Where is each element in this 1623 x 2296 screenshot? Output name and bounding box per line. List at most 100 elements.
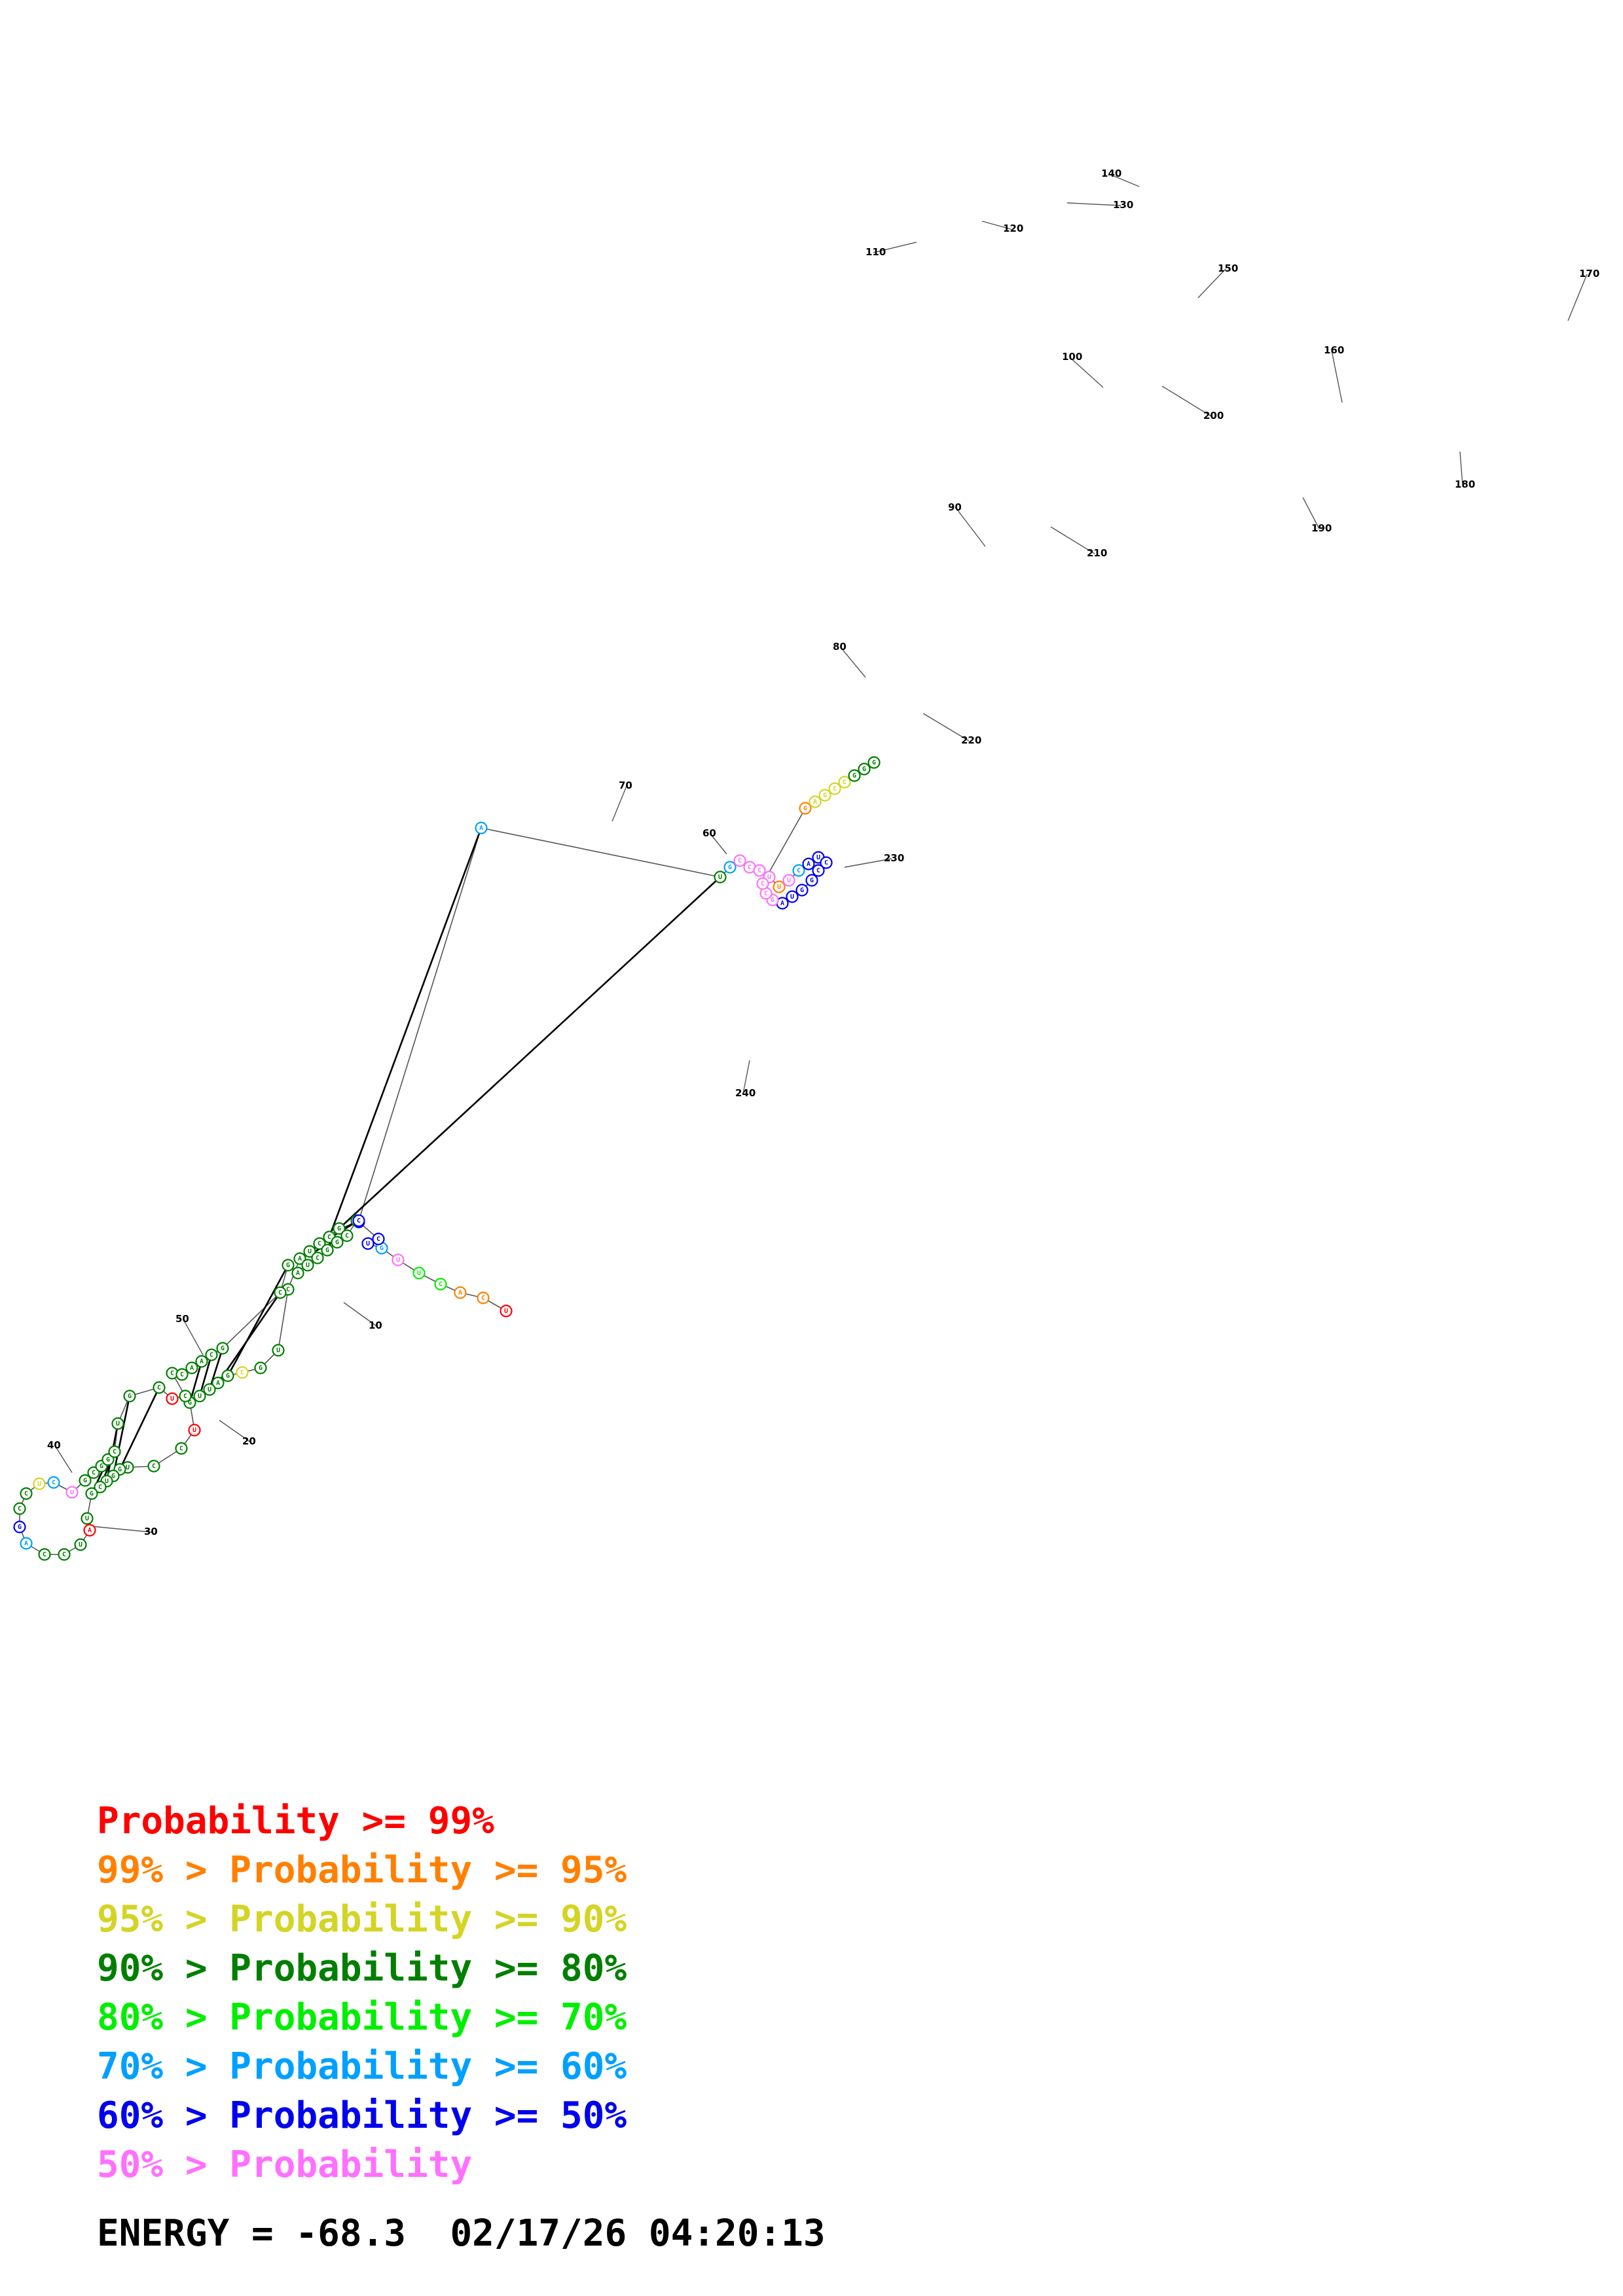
legend-label: Probability >= 95% (229, 1849, 627, 1892)
nucleotide-letter: G (111, 1473, 115, 1480)
nucleotide: A (83, 1524, 96, 1537)
nucleotide-letter: G (100, 1463, 103, 1470)
position-label: 140 (1101, 168, 1122, 179)
nucleotide-letter: G (862, 766, 866, 773)
nucleotide-letter: C (439, 1281, 443, 1288)
nucleotide-letter: U (767, 874, 771, 881)
nucleotide: U (193, 1390, 206, 1403)
nucleotide: A (195, 1355, 208, 1368)
nucleotide: G (858, 762, 871, 776)
nucleotide-circle (848, 769, 861, 782)
nucleotide-circle (58, 1548, 71, 1561)
nucleotide-letter: A (200, 1358, 204, 1365)
nucleotide: C (205, 1348, 218, 1361)
legend-label: Probability >= 90% (229, 1898, 627, 1941)
nucleotide-circle (372, 1232, 385, 1246)
nucleotide-letter: U (192, 1427, 196, 1434)
nucleotide-letter: U (116, 1420, 120, 1427)
nucleotide-letter: G (810, 877, 814, 884)
nucleotide-circle (94, 1480, 107, 1494)
nucleotide: C (147, 1460, 160, 1473)
nucleotide-letter: G (872, 759, 876, 766)
nucleotide-letter: U (85, 1515, 89, 1522)
position-label: 10 (369, 1319, 382, 1331)
legend-prefix: 50% > (97, 2144, 230, 2186)
position-label: 90 (948, 501, 962, 513)
nucleotide-letter: A (88, 1527, 92, 1534)
nucleotide-circle (828, 782, 841, 795)
nucleotide-letter: C (183, 1393, 187, 1400)
position-label: 170 (1579, 268, 1599, 279)
nucleotide-letter: U (276, 1347, 280, 1354)
base-pair-bond (112, 1395, 131, 1477)
nucleotide: A (809, 795, 822, 808)
nucleotide-circle (812, 864, 825, 877)
nucleotide-circle (179, 1390, 192, 1403)
position-labels: 10 20 30 40 50 60 70 80 90 100 110 120 130 140 150 160 1… (47, 168, 1599, 1537)
nucleotide-letter: G (771, 897, 775, 904)
nucleotide-circle (867, 756, 881, 769)
nucleotide-letter: G (106, 1456, 110, 1463)
nucleotide: G (282, 1259, 295, 1272)
nucleotide: U (65, 1486, 79, 1499)
nucleotide-letter: G (90, 1490, 94, 1498)
label-leader-line (343, 1302, 377, 1327)
nucleotide-letter: U (306, 1262, 310, 1269)
nucleotide-letter: U (790, 893, 794, 901)
backbone-segment (222, 1292, 281, 1349)
label-leader-line (844, 858, 892, 868)
nucleotide-circle (805, 874, 818, 887)
nucleotide-circle (361, 1237, 374, 1250)
nucleotide: C (179, 1390, 192, 1403)
nucleotide-letter: C (761, 880, 765, 888)
nucleotide-circle (434, 1278, 447, 1291)
nucleotide-letter: C (327, 1234, 331, 1241)
position-label: 240 (735, 1087, 756, 1099)
legend-prefix: 95% > (97, 1898, 230, 1941)
nucleotide-letter: C (210, 1352, 213, 1359)
position-label: 80 (833, 641, 847, 653)
nucleotide-letter: A (24, 1540, 28, 1547)
label-leader-line (955, 507, 986, 547)
nucleotide-letter: U (718, 874, 722, 881)
nucleotide-letter: G (18, 1524, 22, 1531)
nucleotide-circle (211, 1376, 225, 1390)
nucleotide: A (293, 1252, 306, 1265)
nucleotide-circle (33, 1477, 46, 1490)
nucleotide: U (203, 1383, 216, 1396)
nucleotide-letter: C (98, 1484, 102, 1491)
nucleotide-letter: U (105, 1478, 109, 1485)
nucleotide-circle (254, 1361, 267, 1374)
nucleotide-letter: U (816, 854, 820, 861)
nucleotide-circle (236, 1366, 249, 1379)
nucleotide-letter: C (240, 1369, 244, 1376)
legend-label: Probability >= 70% (229, 1996, 627, 2039)
nucleotide: C (94, 1480, 107, 1494)
nucleotide-circle (333, 1222, 346, 1235)
nucleotide-circle (74, 1538, 87, 1551)
nucleotide-circle (412, 1266, 426, 1280)
nucleotide: U (773, 880, 786, 893)
nucleotide-circle (714, 870, 727, 884)
nucleotide-circle (392, 1253, 405, 1266)
nucleotide: A (211, 1376, 225, 1390)
nucleotide: U (392, 1253, 405, 1266)
nucleotide-letter: G (221, 1345, 225, 1352)
nucleotide-letter: C (757, 867, 761, 874)
nucleotide: U (272, 1344, 285, 1357)
label-leader-line (1331, 350, 1343, 403)
nucleotide-letter: C (797, 867, 801, 874)
position-label: 20 (242, 1435, 256, 1447)
nucleotide-circle (753, 864, 766, 877)
nucleotide-circle (858, 762, 871, 776)
nucleotide-circle (274, 1286, 287, 1299)
backbone-lines (19, 762, 875, 1555)
base-pair-bond (338, 876, 721, 1229)
label-leader-line (1067, 202, 1122, 206)
nucleotide-circle (301, 1259, 314, 1272)
nucleotide-letter: U (504, 1308, 508, 1315)
nucleotide-circle (85, 1487, 98, 1500)
nucleotide-circle (786, 890, 799, 903)
nucleotide-circle (321, 1244, 334, 1257)
nucleotide-circle (454, 1286, 467, 1299)
